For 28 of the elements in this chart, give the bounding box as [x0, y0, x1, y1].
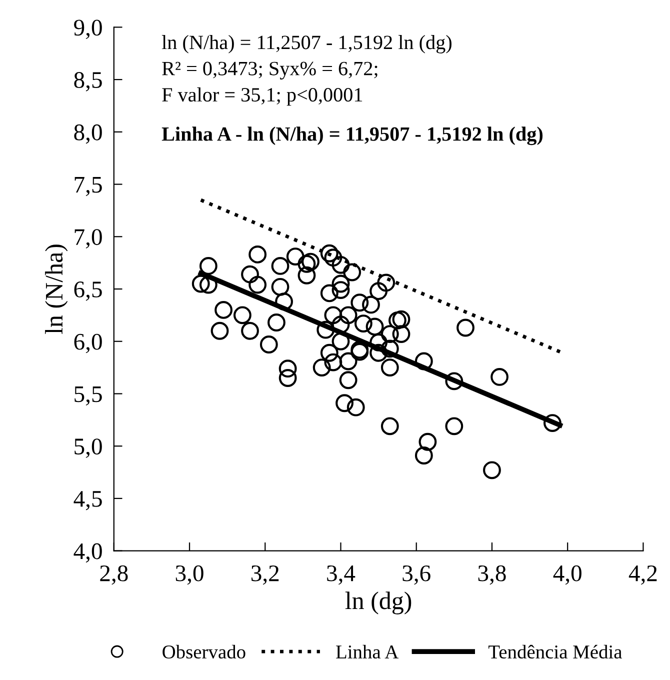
- x-tick-label: 3,0: [176, 565, 204, 585]
- x-tick-label: 3,8: [478, 565, 506, 585]
- x-tick-label: 3,6: [402, 565, 430, 585]
- annotation: Linha A - ln (N/ha) = 11,9507 - 1,5192 ln (dg): [162, 126, 543, 146]
- annotation: ln (N/ha) = 11,2507 - 1,5192 ln (dg): [162, 35, 452, 54]
- y-tick-label: 8,0: [74, 124, 102, 144]
- y-tick-label: 5,0: [74, 438, 102, 458]
- x-tick-label: 3,2: [252, 565, 279, 585]
- y-tick-label: 5,5: [74, 386, 102, 406]
- x-tick-label: 4,0: [553, 565, 582, 585]
- annotation: R² = 0,3473; Syx% = 6,72;: [162, 62, 378, 80]
- y-tick-label: 8,5: [74, 72, 102, 92]
- y-axis-title: ln (N/ha): [45, 244, 68, 334]
- y-tick-label: 4,5: [74, 491, 102, 510]
- legend-label: Tendência Média: [488, 644, 622, 659]
- legend-label: Linha A: [336, 644, 399, 659]
- legend-label: Observado: [162, 644, 246, 659]
- x-axis-title: ln (dg): [345, 592, 412, 614]
- y-tick-label: 6,5: [74, 282, 102, 301]
- x-tick-label: 3,4: [327, 565, 356, 585]
- y-tick-label: 6,0: [74, 334, 102, 354]
- annotation: F valor = 35,1; p<0,0001: [162, 87, 362, 106]
- y-tick-label: 4,0: [74, 543, 102, 563]
- x-tick-label: 4,2: [628, 565, 657, 585]
- y-tick-label: 7,0: [74, 229, 102, 248]
- x-tick-label: 2,8: [100, 565, 128, 585]
- y-tick-label: 7,5: [74, 177, 102, 196]
- y-tick-label: 9,0: [74, 20, 102, 40]
